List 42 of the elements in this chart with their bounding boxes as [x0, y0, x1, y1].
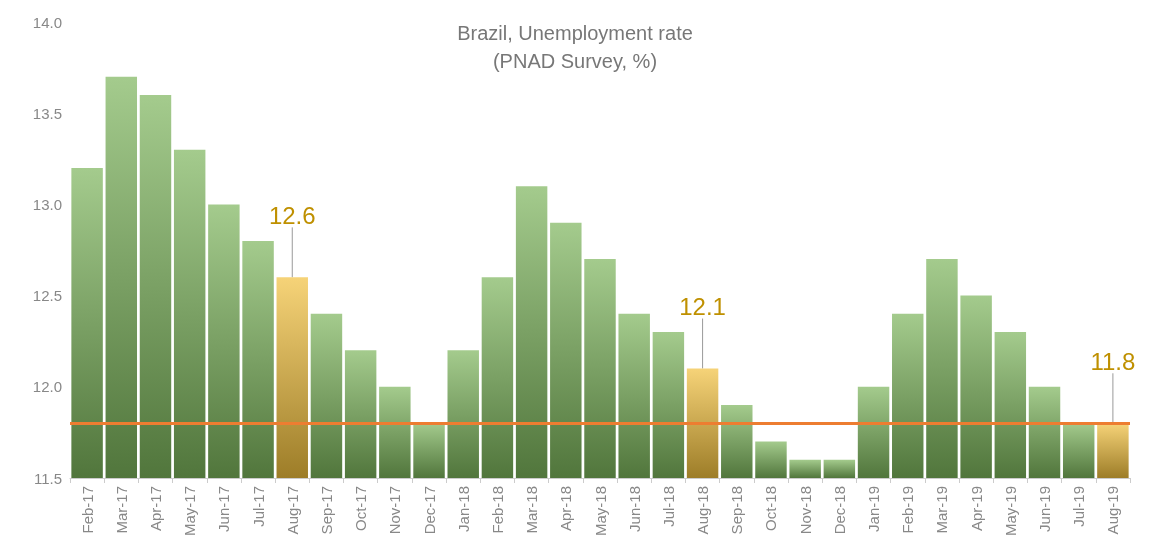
x-tick-label: Dec-17 [420, 486, 438, 535]
x-tick-label: Sep-18 [728, 486, 746, 535]
x-tick-label: Nov-17 [386, 486, 404, 535]
x-tick-label: Mar-19 [933, 486, 951, 534]
text: (PNAD Survey, %) [492, 50, 658, 72]
x-tick-label: Aug-17 [283, 486, 301, 535]
x-tick-label: Jul-18 [659, 486, 677, 527]
x-tick-label: Apr-17 [146, 486, 164, 532]
x-tick-label: Feb-17 [78, 486, 96, 534]
x-tick-label: Oct-17 [352, 486, 370, 532]
x-tick-label: Apr-18 [557, 486, 575, 532]
x-tick-label: Nov-18 [796, 486, 814, 535]
x-tick-label: Oct-18 [762, 486, 780, 532]
x-tick-label: Aug-18 [694, 486, 712, 535]
y-tick-label: 11.5 [33, 469, 62, 487]
chart-title: Brazil, Unemployment rate [457, 22, 693, 44]
data-label: 11.8 [1090, 347, 1136, 375]
data-label: 12.6 [268, 201, 316, 229]
x-tick-label: Jun-19 [1036, 486, 1054, 532]
x-tick-label: Jul-17 [249, 486, 267, 527]
x-tick-label: Jun-18 [625, 486, 643, 532]
x-tick-label: Aug-19 [1104, 486, 1122, 535]
x-tick-label: Feb-19 [899, 486, 917, 534]
x-tick-label: Jul-19 [1070, 486, 1088, 527]
y-tick-label: 13.5 [32, 104, 62, 122]
x-tick-label: Mar-17 [112, 486, 130, 534]
x-tick-label: Feb-18 [488, 486, 506, 534]
data-label: 12.1 [679, 293, 726, 321]
x-tick-label: Jan-18 [454, 486, 472, 532]
x-tick-label: Dec-18 [830, 486, 848, 535]
x-tick-label: May-19 [1001, 486, 1019, 537]
x-tick-label: Jan-19 [865, 486, 883, 532]
x-tick-label: Jun-17 [215, 486, 233, 532]
y-tick-label: 14.0 [32, 13, 62, 31]
x-tick-label: May-17 [181, 486, 199, 537]
y-tick-label: 12.5 [32, 287, 62, 305]
y-tick-label: 13.0 [32, 195, 62, 213]
x-tick-label: Apr-19 [967, 486, 985, 532]
y-tick-label: 12.0 [32, 378, 62, 396]
x-tick-label: Mar-18 [523, 486, 541, 534]
x-tick-label: Sep-17 [317, 486, 335, 535]
x-tick-label: May-18 [591, 486, 609, 537]
